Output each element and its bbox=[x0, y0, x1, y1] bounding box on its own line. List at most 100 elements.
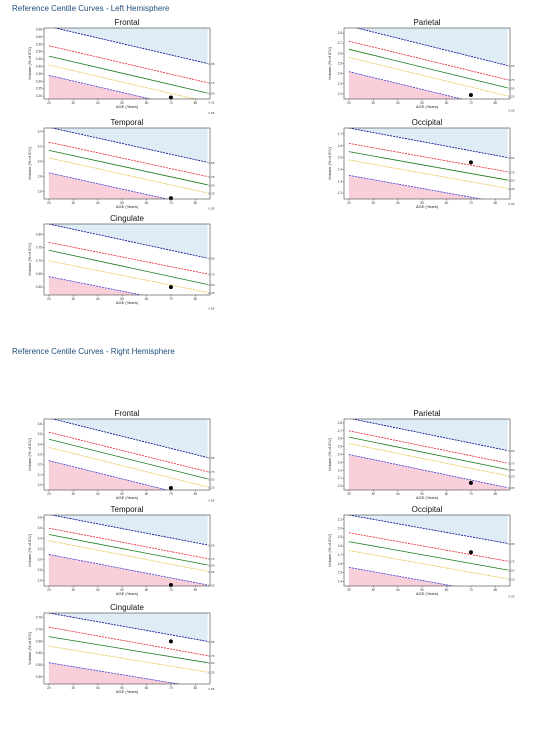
centile-line-095 bbox=[51, 419, 208, 458]
chart-title: Frontal bbox=[115, 18, 140, 27]
right-hemisphere-title: Reference Centile Curves - Right Hemisph… bbox=[12, 347, 175, 356]
x-axis-label: AGE (Years) bbox=[416, 495, 439, 500]
centile-label: 0.50 bbox=[209, 283, 215, 287]
x-tick-label: 60 bbox=[445, 492, 449, 496]
y-tick-label: 3.20 bbox=[36, 94, 42, 98]
chart-right-occipital: 0.95 0.75 0.50 0.25 0.05 Occipital 20 30 40 50 60 7… bbox=[326, 505, 521, 601]
centile-label: 0.95 bbox=[209, 543, 215, 547]
x-tick-label: 50 bbox=[120, 201, 124, 205]
x-tick-label: 80 bbox=[494, 201, 498, 205]
x-tick-label: 20 bbox=[347, 101, 351, 105]
x-tick-label: 50 bbox=[420, 492, 424, 496]
x-axis-label: AGE (Years) bbox=[116, 689, 139, 694]
left-hemisphere-title: Reference Centile Curves - Left Hemisphe… bbox=[12, 4, 170, 13]
centile-line-025 bbox=[48, 447, 208, 488]
y-tick-label: 2.1 bbox=[338, 517, 343, 521]
centile-label: 0.25 bbox=[209, 100, 215, 104]
centile-line-050 bbox=[348, 541, 508, 571]
x-tick-label: 70 bbox=[169, 201, 173, 205]
centile-line-005 bbox=[348, 454, 508, 489]
x-tick-label: 60 bbox=[145, 201, 149, 205]
centile-label: 0.75 bbox=[209, 272, 215, 276]
y-tick-label: 2.4 bbox=[338, 453, 343, 457]
centile-line-075 bbox=[48, 45, 208, 84]
y-tick-label: 0.70 bbox=[36, 628, 42, 632]
patient-marker bbox=[168, 485, 173, 490]
x-tick-label: 70 bbox=[169, 297, 173, 301]
y-tick-label: 1.7 bbox=[338, 553, 343, 557]
chart-svg: 0.95 0.75 0.50 0.25 0.05 Parietal 20 30 40 50 60 70… bbox=[327, 409, 515, 500]
lower-band bbox=[348, 567, 508, 586]
chart-title: Parietal bbox=[413, 18, 440, 27]
centile-line-075 bbox=[48, 141, 208, 177]
centile-label: 0.05 bbox=[209, 307, 215, 311]
x-tick-label: 30 bbox=[372, 588, 376, 592]
axes-frame bbox=[43, 27, 211, 100]
y-axis-label: Volume (% of ICV) bbox=[327, 533, 332, 567]
y-axis-label: Volume (% of ICV) bbox=[27, 146, 32, 180]
lower-band bbox=[48, 276, 208, 295]
x-tick-label: 50 bbox=[120, 588, 124, 592]
centile-line-025 bbox=[48, 645, 208, 673]
x-tick-label: 30 bbox=[72, 686, 76, 690]
upper-band bbox=[348, 515, 508, 544]
x-tick-label: 30 bbox=[372, 101, 376, 105]
upper-band bbox=[48, 128, 208, 163]
y-tick-label: 2.6 bbox=[38, 579, 43, 583]
chart-left-cingulate: 0.95 0.75 0.50 0.25 0.05 Cingulate 20 30 40 50 60 7… bbox=[26, 214, 221, 311]
axes-frame bbox=[43, 223, 211, 296]
y-tick-label: 3.55 bbox=[36, 42, 42, 46]
x-tick-label: 40 bbox=[96, 201, 100, 205]
y-tick-label: 2.6 bbox=[338, 437, 343, 441]
chart-title: Frontal bbox=[115, 409, 140, 418]
chart-svg: 0.95 0.75 0.50 0.25 0.05 Frontal 20 30 40 50 60 70 8… bbox=[27, 18, 215, 115]
x-tick-label: 30 bbox=[72, 588, 76, 592]
y-tick-label: 3.2 bbox=[38, 547, 43, 551]
centile-label: 0.50 bbox=[209, 183, 215, 187]
x-tick-label: 40 bbox=[396, 201, 400, 205]
centile-label: 0.75 bbox=[209, 81, 215, 85]
centile-label: 0.05 bbox=[209, 583, 215, 587]
centile-label: 0.25 bbox=[209, 192, 215, 196]
lower-band bbox=[48, 460, 208, 490]
y-tick-label: 3.50 bbox=[36, 50, 42, 54]
axes-frame bbox=[43, 127, 211, 200]
y-tick-label: 0.55 bbox=[36, 663, 42, 667]
centile-label: 0.95 bbox=[509, 156, 515, 160]
y-tick-label: 2.0 bbox=[338, 526, 343, 530]
chart-svg: 0.95 0.75 0.50 0.25 0.05 Temporal 20 30 40 50 60 70… bbox=[27, 118, 215, 210]
plot-area bbox=[348, 515, 508, 586]
chart-title: Occipital bbox=[412, 118, 443, 127]
centile-label: 0.95 bbox=[209, 456, 215, 460]
centile-label: 0.75 bbox=[209, 175, 215, 179]
y-tick-label: 3.8 bbox=[38, 516, 43, 520]
y-tick-label: 3.2 bbox=[38, 145, 43, 149]
x-tick-label: 60 bbox=[145, 297, 149, 301]
y-tick-label: 3.0 bbox=[38, 160, 43, 164]
x-tick-label: 60 bbox=[445, 101, 449, 105]
y-tick-label: 0.75 bbox=[36, 246, 42, 250]
centile-label: 0.95 bbox=[509, 64, 515, 68]
upper-band bbox=[48, 515, 208, 545]
centile-line-050 bbox=[348, 151, 508, 181]
centile-label: 0.25 bbox=[209, 291, 215, 295]
centile-label: 0.75 bbox=[509, 462, 515, 466]
centile-line-075 bbox=[348, 40, 508, 81]
x-tick-label: 20 bbox=[347, 201, 351, 205]
centile-label: 0.25 bbox=[209, 671, 215, 675]
plot-area bbox=[348, 128, 508, 199]
upper-band bbox=[48, 28, 208, 64]
centile-label: 0.75 bbox=[209, 654, 215, 658]
y-tick-label: 0.80 bbox=[36, 233, 42, 237]
y-tick-label: 0.50 bbox=[36, 675, 42, 679]
centile-label: 0.50 bbox=[209, 477, 215, 481]
plot-area bbox=[48, 613, 208, 684]
x-tick-label: 80 bbox=[194, 297, 198, 301]
y-tick-label: 3.3 bbox=[38, 453, 43, 457]
patient-marker bbox=[468, 480, 473, 485]
centile-line-050 bbox=[348, 436, 508, 470]
centile-label: 0.25 bbox=[209, 570, 215, 574]
y-axis-label: Volume (% of ICV) bbox=[327, 437, 332, 471]
x-tick-label: 50 bbox=[120, 297, 124, 301]
y-axis-label: Volume (% of ICV) bbox=[327, 146, 332, 180]
